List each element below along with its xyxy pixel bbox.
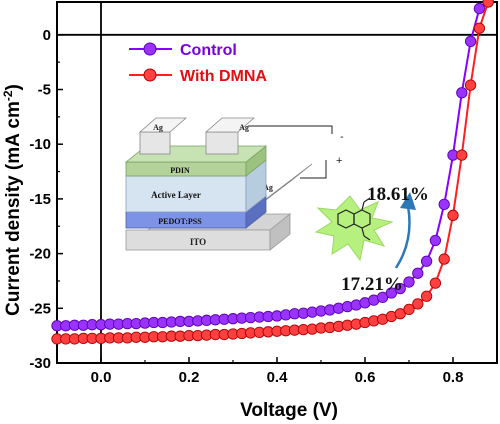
series-point-0 <box>394 282 406 295</box>
x-tick-label: 0.4 <box>267 369 289 386</box>
ag-left-label: Ag <box>153 123 163 132</box>
efficiency-arrow-head <box>400 192 416 210</box>
ag-middle-label: Ag <box>239 123 249 132</box>
pdin-label: PDIN <box>170 166 190 175</box>
series-point-1 <box>412 298 424 310</box>
series-point-1 <box>394 308 406 320</box>
ag-left-electrode-top <box>138 117 188 133</box>
ag-left-electrode <box>139 131 171 155</box>
ag-middle-electrode-top <box>204 117 256 133</box>
series-point-0 <box>438 198 450 211</box>
x-tick-label: 0.2 <box>179 369 200 386</box>
legend: Control With DMNA <box>129 42 267 85</box>
series-point-1 <box>464 79 477 91</box>
legend-marker-control <box>143 42 157 56</box>
y-tick-label: -20 <box>29 246 51 263</box>
ag-middle-electrode <box>205 131 239 155</box>
y-tick-label: -25 <box>29 300 51 317</box>
series-point-0 <box>403 276 415 288</box>
series-point-0 <box>456 87 468 99</box>
ito-label: ITO <box>190 237 206 247</box>
pedot-pss-label: PEDOT:PSS <box>158 217 202 226</box>
legend-marker-dmna <box>143 68 157 82</box>
series-point-1 <box>473 22 486 34</box>
terminal-plus: + <box>336 155 342 167</box>
methoxy-bond-top <box>361 201 365 211</box>
series-point-1 <box>456 149 468 161</box>
y-axis-title: Current density (mA cm-2) <box>1 84 24 316</box>
active-layer-label: Active Layer <box>151 190 201 200</box>
series-point-0 <box>376 291 389 304</box>
legend-label-control: Control <box>180 42 237 59</box>
terminal-minus: - <box>340 131 344 143</box>
series-point-1 <box>403 303 415 316</box>
legend-label-dmna: With DMNA <box>180 68 267 85</box>
x-tick-label: 0.6 <box>355 369 376 386</box>
x-tick-label: 0.0 <box>91 369 112 386</box>
y-tick-label: -10 <box>29 136 51 153</box>
series-point-0 <box>385 287 398 299</box>
series-point-1 <box>438 253 450 265</box>
methoxy-bond-bottom <box>361 227 365 237</box>
series-point-1 <box>429 277 442 289</box>
y-tick-label: -5 <box>38 82 51 99</box>
series-point-1 <box>482 0 494 8</box>
efficiency-control-label: 17.21% <box>341 274 403 295</box>
efficiency-dmna-label: 18.61% <box>367 184 429 205</box>
dmna-molecule-graphic <box>314 195 394 262</box>
series-point-0 <box>412 267 424 279</box>
series-point-1 <box>420 290 433 302</box>
series-point-0 <box>473 2 486 15</box>
series-layer <box>51 0 494 345</box>
series-point-1 <box>447 209 459 221</box>
efficiency-arrow-shaft <box>394 205 411 269</box>
x-axis-title: Voltage (V) <box>240 400 338 421</box>
x-tick-label: 0.8 <box>443 369 464 386</box>
series-point-0 <box>429 234 442 247</box>
x-axis-ticks: 0.0 0.2 0.4 0.6 0.8 <box>91 357 498 386</box>
wire-negative <box>248 125 333 134</box>
y-tick-label: -30 <box>29 355 51 372</box>
methyl-bond-bottom <box>363 235 371 241</box>
series-point-0 <box>464 35 477 48</box>
methyl-bond-top <box>363 197 371 203</box>
dmna-burst <box>314 195 394 262</box>
y-tick-label: -15 <box>29 191 51 208</box>
ag-right-label: Ag <box>263 183 273 192</box>
device-structure-inset: ITO Ag PEDOT:PSS Active Layer PDIN Ag Ag… <box>124 117 344 251</box>
active-layer <box>125 175 247 213</box>
efficiency-annotation: 18.61% 17.21% <box>341 184 429 295</box>
wire-positive <box>300 160 327 179</box>
y-axis-ticks: 0 -5 -10 -15 -20 -25 -30 <box>29 27 63 372</box>
series-point-0 <box>420 255 433 267</box>
y-tick-label: 0 <box>43 27 51 44</box>
ito-layer-side <box>269 213 291 251</box>
